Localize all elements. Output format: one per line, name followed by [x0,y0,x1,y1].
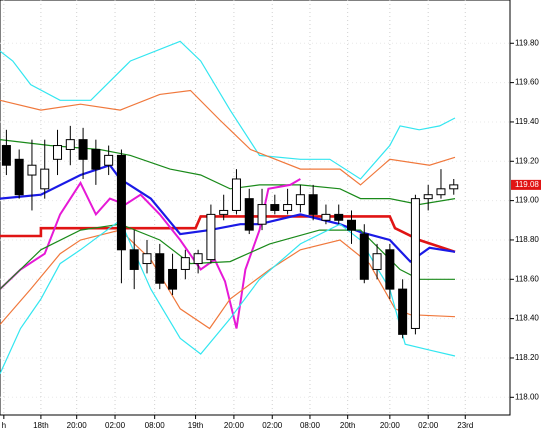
candle-body [65,139,75,150]
candle-body [14,158,24,196]
y-tick-label: 119.80 [515,38,539,47]
x-tick-label: 20th [340,421,356,430]
y-tick-label: 119.00 [515,196,539,205]
indicator-line [0,139,456,206]
candle-body [142,253,152,265]
candle-body [206,213,216,261]
candle-body [78,139,88,160]
candle-body [155,253,165,284]
indicator-line [0,89,456,186]
candle-body [321,213,331,221]
x-tick-label: 20:00 [67,421,88,430]
last-price-box [511,179,541,190]
y-tick-label: 118.00 [515,392,539,401]
candle-body [436,188,446,196]
candle-body [308,194,318,215]
candle-body [116,154,126,251]
candle-body [398,288,408,335]
candle-body [219,209,229,215]
candle-body [129,249,139,270]
x-tick-label: 08:00 [145,421,166,430]
y-tick-label: 119.40 [515,117,539,126]
y-tick-label: 118.40 [515,314,539,323]
x-tick-label: 08:00 [300,421,321,430]
x-tick-label: h [2,421,6,430]
candle-body [347,219,357,231]
x-tick-label: 19th [188,421,204,430]
last-price-label: 119.08 [515,180,539,189]
x-tick-label: 18th [33,421,49,430]
candle-body [27,164,37,176]
candle-body [410,198,420,329]
candle-body [180,257,190,270]
x-tick-label: 02:00 [105,421,126,430]
y-tick-label: 118.80 [515,235,539,244]
y-tick-label: 119.60 [515,78,539,87]
x-tick-label: 20:00 [380,421,401,430]
candle-body [423,194,433,200]
candle-body [295,194,305,206]
candle-body [283,204,293,211]
indicator-line [0,178,301,329]
candle-body [53,145,63,160]
indicator-line [0,223,455,290]
x-tick-label: 02:00 [262,421,283,430]
candle-body [449,184,459,190]
candle-body [334,213,344,221]
candle-body [257,204,267,225]
indicator-line [0,229,456,330]
candle-body [270,204,280,211]
candle-body [1,145,11,166]
indicator-line [0,40,456,180]
candle-body [359,233,369,280]
candle-body [372,253,382,270]
plot-frame [0,0,511,416]
candle-body [104,154,114,166]
candle-body [385,249,395,290]
indicator-line [0,219,456,374]
candle-body [91,148,101,170]
y-tick-label: 118.20 [515,353,539,362]
candle-body [231,178,241,211]
x-tick-label: 02:00 [418,421,439,430]
y-tick-label: 119.20 [515,156,539,165]
x-tick-label: 20:00 [224,421,245,430]
x-tick-label: 23rd [457,421,473,430]
candle-body [40,168,50,190]
candle-body [193,253,203,265]
candle-body [168,268,178,290]
y-tick-label: 118.60 [515,274,539,283]
candle-body [244,198,254,231]
